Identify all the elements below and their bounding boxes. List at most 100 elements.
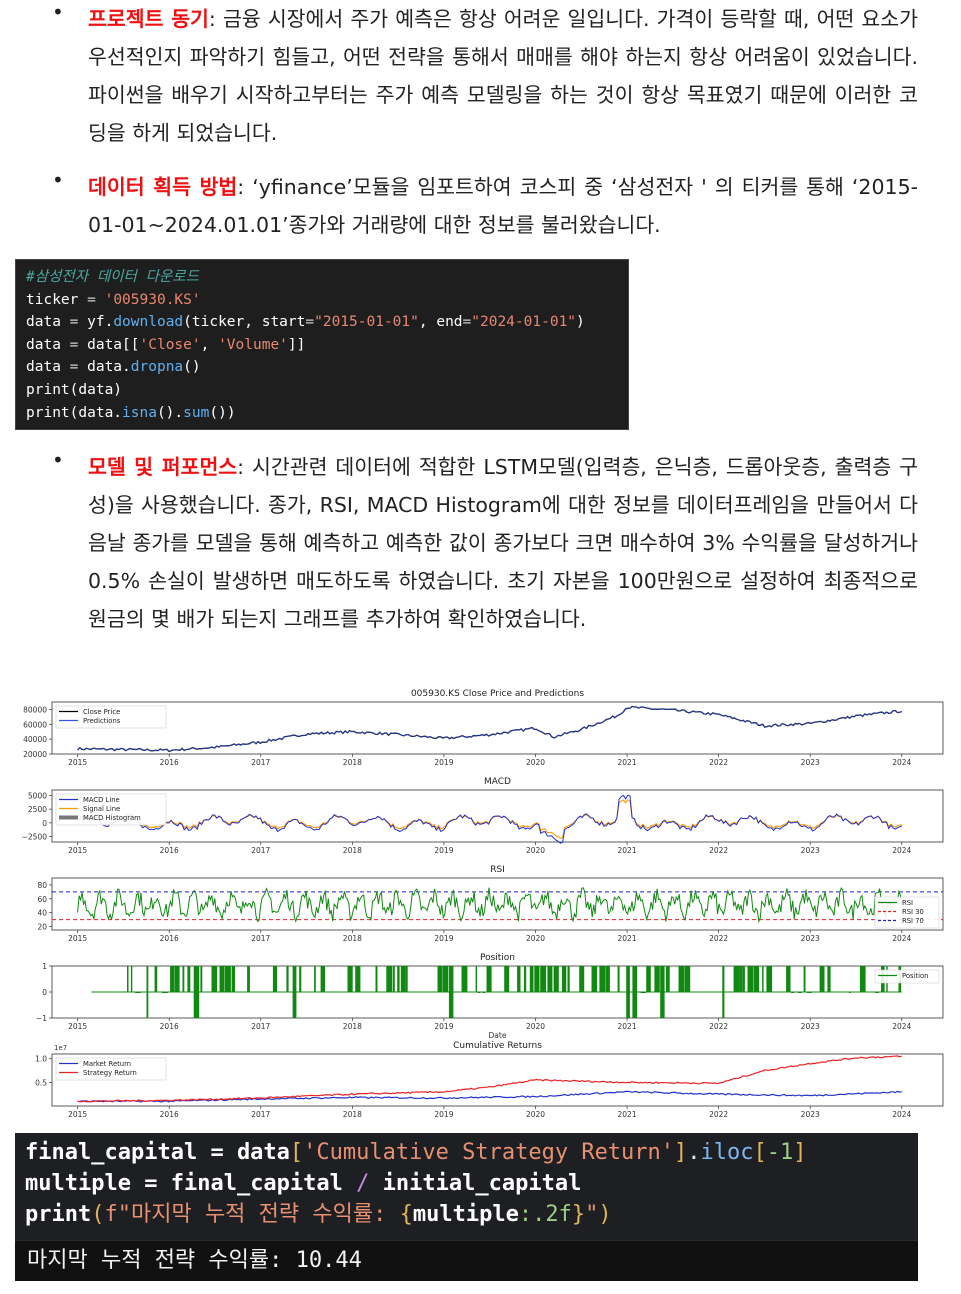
legend-label: Predictions [83,717,121,725]
position-bar [292,966,297,1018]
position-bar [660,966,665,1018]
plot-frame [51,877,944,931]
series-line [77,1055,902,1103]
position-bar [442,966,449,992]
position-bar [386,966,393,992]
chart-title: Cumulative Returns [453,1041,542,1051]
x-tick-label: 2019 [434,1022,453,1031]
legend-label: MACD Histogram [83,814,141,822]
legend-label: Strategy Return [83,1069,137,1077]
position-bar [540,966,547,992]
code-line: multiple = final_capital / initial_capit… [25,1171,582,1196]
position-bar [272,966,278,992]
legend-label: Signal Line [83,805,120,813]
position-bar [797,992,802,993]
bullet-text: : 금융 시장에서 주가 예측은 항상 어려운 일입니다. 가격이 등락할 때,… [88,7,919,145]
position-bar [547,966,553,992]
code-output: 마지막 누적 전략 수익률: 10.44 [15,1240,918,1281]
position-bar [766,966,773,992]
position-bar [146,966,149,1018]
legend-box [55,705,167,729]
legend-box [874,969,940,984]
position-bar [827,966,831,992]
position-bar [640,992,646,993]
y-tick-label: 80 [37,881,47,890]
position-bar [355,966,361,992]
series-line [77,1090,902,1103]
bullet-heading: 프로젝트 동기 [88,7,209,31]
position-bar [739,966,743,992]
x-tick-label: 2024 [892,758,911,767]
x-tick-label: 2016 [160,1110,179,1119]
position-bar [200,966,203,992]
y-tick-label: 0 [42,819,47,828]
x-tick-label: 2016 [160,934,179,943]
code-line: print(f"마지막 누적 전략 수익률: {multiple:.2f}") [25,1202,612,1227]
position-bar [127,966,129,992]
x-tick-label: 2018 [343,846,362,855]
position-bar [806,992,812,993]
position-bar [605,966,610,992]
bullet-text: : ‘yfinance’모듈을 임포트하여 코스피 중 ‘삼성전자 ' 의 티커… [88,175,919,237]
position-bar [791,992,795,993]
position-bar [130,966,133,992]
position-bar [753,966,760,992]
y-tick-label: 0 [42,988,47,997]
x-tick-label: 2021 [618,758,637,767]
bullet-text: : 시간관련 데이터에 적합한 LSTM모델(입력층, 은닉층, 드롭아웃층, … [88,455,918,631]
position-bar [517,966,521,992]
code-line: data = yf.download(ticker, start="2015-0… [26,314,585,331]
chart-panel [49,877,944,933]
x-tick-label: 2015 [68,758,87,767]
chart-panel [49,789,944,845]
position-bar [193,966,200,1018]
macd-line [77,794,902,844]
position-bar [733,966,740,992]
position-bar [174,966,180,992]
position-bar [392,966,395,992]
code-line: print(data.isna().sum()) [26,404,236,421]
position-bar [211,966,218,992]
bullet-heading: 데이터 획득 방법 [88,175,238,199]
legend-label: Close Price [83,708,120,716]
position-bar [231,966,235,992]
position-bar [448,966,454,1018]
position-bar [665,966,670,992]
bullet-dot: • [52,448,64,472]
x-tick-label: 2023 [801,846,820,855]
position-bar [747,966,754,992]
position-bar [678,966,685,992]
x-tick-label: 2023 [801,758,820,767]
x-tick-label: 2024 [892,1110,911,1119]
position-bar [182,966,185,992]
position-bar [786,966,791,992]
position-bar [722,966,725,1018]
x-tick-label: 2020 [526,934,545,943]
x-tick-label: 2022 [709,758,728,767]
position-bar [553,966,559,992]
position-bar [397,966,400,992]
position-bar [320,966,325,992]
x-tick-label: 2023 [801,1110,820,1119]
position-bar [299,966,302,992]
x-tick-label: 2019 [434,934,453,943]
bullet-data-acquisition: 데이터 획득 방법: ‘yfinance’모듈을 임포트하여 코스피 중 ‘삼성… [88,168,918,244]
x-tick-label: 2021 [618,934,637,943]
code-line: ticker = '005930.KS' [26,291,201,308]
x-tick-label: 2020 [526,758,545,767]
position-bar [170,966,175,992]
x-tick-label: 2024 [892,1022,911,1031]
position-bar [529,966,534,992]
y-tick-label: 60 [37,895,47,904]
position-bar [875,992,879,993]
code-line: data = data.dropna() [26,359,201,376]
bullet-dot: • [52,0,64,24]
x-tick-label: 2016 [160,758,179,767]
x-tick-label: 2022 [709,846,728,855]
position-bar [591,966,598,992]
position-bar [219,966,225,992]
y-tick-label: 2500 [28,805,47,814]
x-tick-label: 2017 [251,758,270,767]
position-bar [654,966,660,992]
legend-label: MACD Line [83,796,120,804]
